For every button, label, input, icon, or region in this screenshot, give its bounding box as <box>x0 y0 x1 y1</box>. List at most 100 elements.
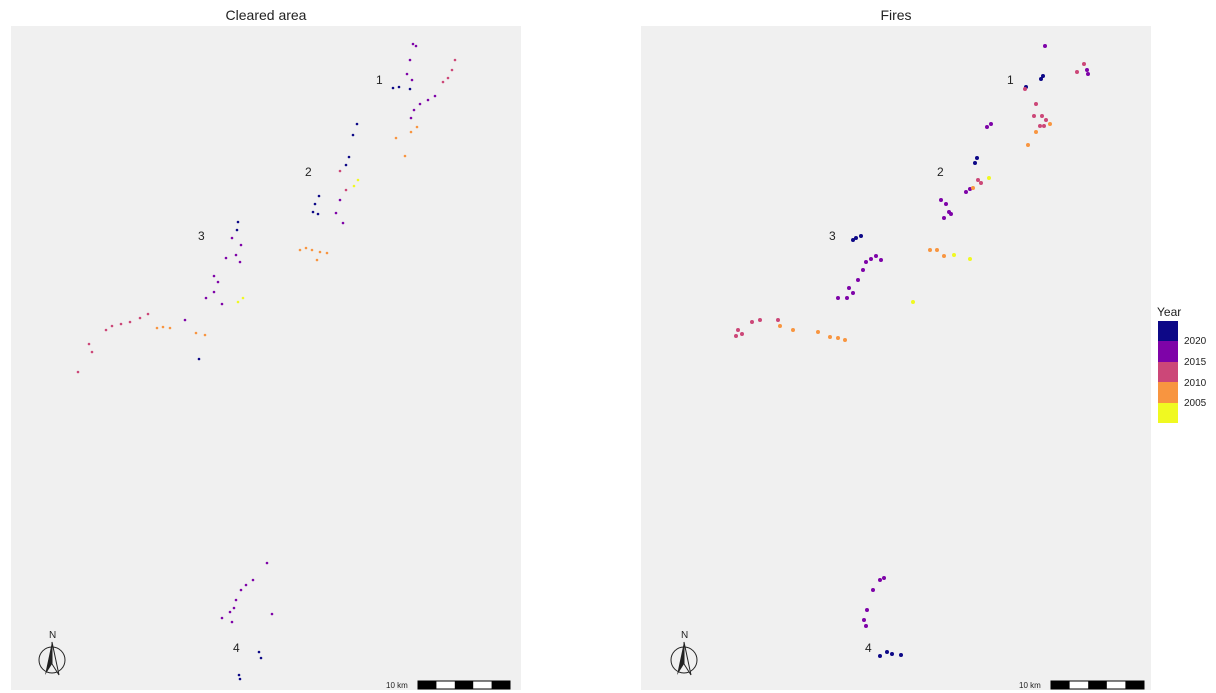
map-point <box>259 656 263 660</box>
region-label-4-right: 4 <box>865 641 872 655</box>
map-point <box>878 654 882 658</box>
map-point <box>828 335 832 339</box>
map-point <box>403 154 407 158</box>
scale-bar-right: 10 km <box>1019 680 1145 690</box>
map-point <box>975 156 979 160</box>
map-point <box>869 257 873 261</box>
map-point <box>230 236 234 240</box>
map-point <box>356 178 360 182</box>
map-point <box>311 210 315 214</box>
map-point <box>1026 143 1030 147</box>
map-point <box>238 260 242 264</box>
map-point <box>879 258 883 262</box>
map-point <box>1044 118 1048 122</box>
map-point <box>441 80 445 84</box>
map-point <box>864 260 868 264</box>
map-point <box>228 610 232 614</box>
region-label-2-right: 2 <box>937 165 944 179</box>
map-point <box>949 212 953 216</box>
map-point <box>344 188 348 192</box>
map-point <box>985 125 989 129</box>
map-point <box>325 251 329 255</box>
map-point <box>1039 77 1043 81</box>
map-point <box>298 248 302 252</box>
map-point <box>310 248 314 252</box>
cleared-area-points <box>76 42 457 681</box>
map-point <box>138 316 142 320</box>
svg-text:10 km: 10 km <box>386 681 408 690</box>
map-point <box>1043 44 1047 48</box>
map-point <box>334 211 338 215</box>
map-point <box>90 350 94 354</box>
map-point <box>1048 122 1052 126</box>
map-point <box>408 58 412 62</box>
map-point <box>338 169 342 173</box>
map-point <box>1040 114 1044 118</box>
map-point <box>851 291 855 295</box>
map-point <box>236 300 240 304</box>
legend-tick-2010: 2010 <box>1184 378 1207 389</box>
map-point <box>405 72 409 76</box>
map-point <box>862 618 866 622</box>
map-point <box>351 133 355 137</box>
map-point <box>341 221 345 225</box>
map-point <box>968 257 972 261</box>
map-point <box>1075 70 1079 74</box>
cleared-area-map-panel <box>11 26 521 690</box>
map-point <box>1042 124 1046 128</box>
map-point <box>251 578 255 582</box>
map-point <box>318 250 322 254</box>
map-point <box>1032 114 1036 118</box>
map-point <box>411 42 415 46</box>
map-point <box>971 186 975 190</box>
map-point <box>1023 87 1027 91</box>
map-point <box>87 342 91 346</box>
legend-tick-2005: 2005 <box>1184 398 1207 409</box>
map-point <box>928 248 932 252</box>
map-point <box>859 234 863 238</box>
map-point <box>76 370 80 374</box>
legend-color-block <box>1158 382 1178 403</box>
map-point <box>239 588 243 592</box>
map-point <box>220 302 224 306</box>
map-point <box>304 246 308 250</box>
map-point <box>836 336 840 340</box>
map-point <box>347 155 351 159</box>
map-point <box>446 76 450 80</box>
map-point <box>865 608 869 612</box>
region-label-2-left: 2 <box>305 165 312 179</box>
map-point <box>1034 102 1038 106</box>
map-point <box>338 198 342 202</box>
map-point <box>239 243 243 247</box>
map-point <box>847 286 851 290</box>
right-panel-title: Fires <box>880 7 912 23</box>
map-point <box>987 176 991 180</box>
map-point <box>235 228 239 232</box>
region-label-3-right: 3 <box>829 229 836 243</box>
map-point <box>845 296 849 300</box>
map-point <box>216 280 220 284</box>
north-arrow-icon: N <box>38 630 66 676</box>
region-label-1-left: 1 <box>376 73 383 87</box>
map-point <box>1034 130 1038 134</box>
map-point <box>220 616 224 620</box>
map-point <box>155 326 159 330</box>
map-point <box>878 578 882 582</box>
map-point <box>776 318 780 322</box>
map-point <box>194 331 198 335</box>
map-point <box>391 86 395 90</box>
svg-text:N: N <box>681 630 688 641</box>
map-point <box>355 122 359 126</box>
map-point <box>816 330 820 334</box>
map-point <box>244 583 248 587</box>
map-point <box>415 125 419 129</box>
map-point <box>313 202 317 206</box>
map-point <box>874 254 878 258</box>
map-point <box>344 163 348 167</box>
legend-tick-2020: 2020 <box>1184 336 1207 347</box>
map-point <box>1041 74 1045 78</box>
map-point <box>843 338 847 342</box>
year-color-legend <box>1158 321 1178 423</box>
map-point <box>203 333 207 337</box>
map-point <box>861 268 865 272</box>
